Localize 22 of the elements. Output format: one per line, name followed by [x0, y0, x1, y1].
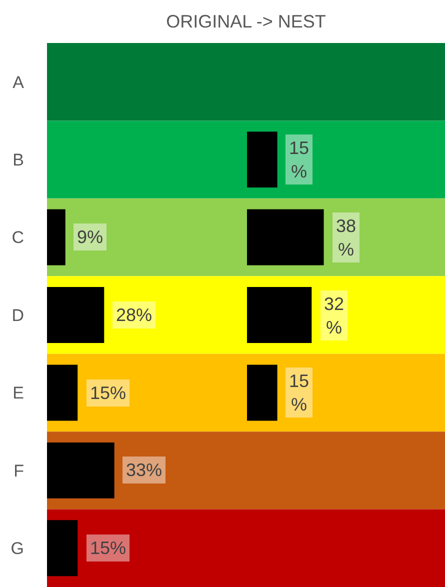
chart-title: ORIGINAL -> NEST [166, 11, 326, 32]
y-tick-label: A [12, 72, 25, 92]
y-tick-label: D [12, 306, 24, 325]
data-label: 15% [289, 138, 310, 182]
data-label: 28% [116, 305, 152, 325]
y-tick-label: C [12, 228, 24, 248]
bar [47, 520, 78, 576]
data-label: 15% [90, 538, 126, 558]
data-label: 9% [77, 227, 104, 247]
data-label: 15% [90, 383, 126, 403]
y-tick-label: B [12, 150, 24, 170]
y-tick-label: G [10, 539, 24, 558]
data-label: 15% [289, 371, 310, 414]
bar [47, 287, 104, 343]
data-label: 32% [324, 294, 344, 338]
data-label: 38% [336, 216, 356, 260]
data-label: 33% [126, 460, 162, 480]
bar [47, 364, 78, 421]
y-tick-label: E [12, 384, 24, 403]
bar [47, 209, 66, 266]
bar [47, 442, 114, 498]
y-tick-label: F [14, 461, 24, 480]
